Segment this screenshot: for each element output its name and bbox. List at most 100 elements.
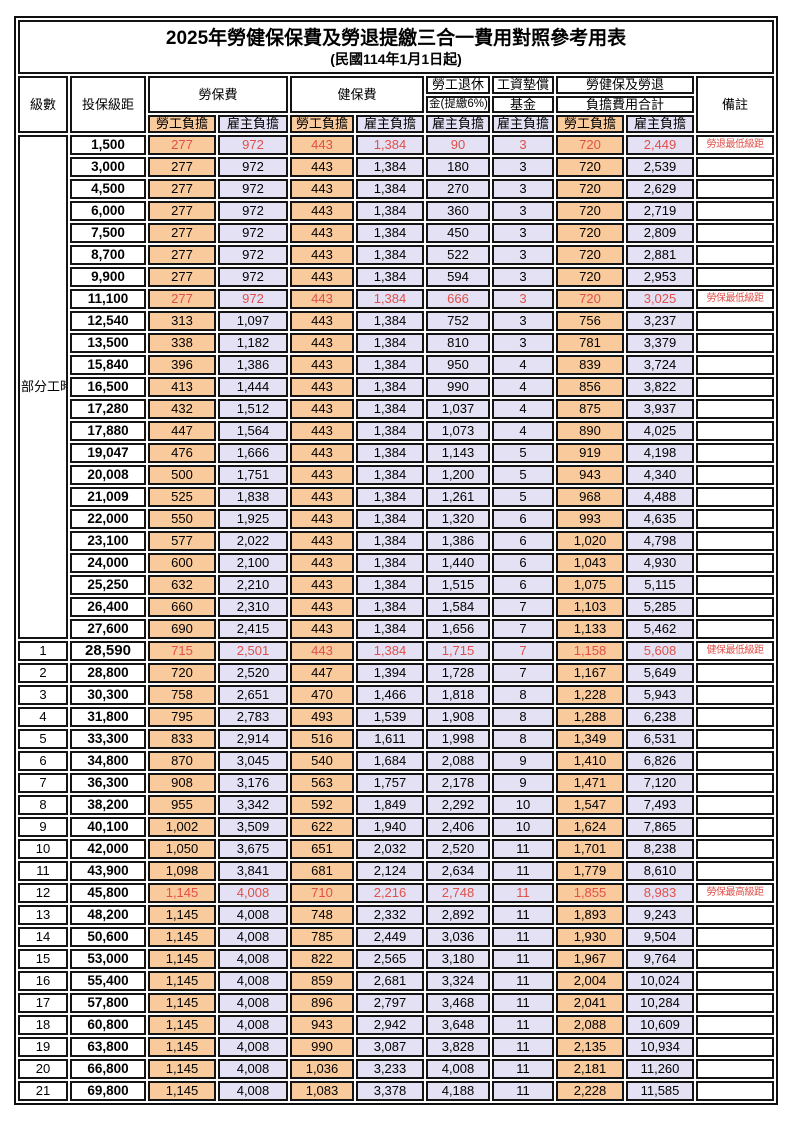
wage-fund-employer-cell: 6 [492,530,554,551]
pension-employer-cell: 1,715 [426,640,490,661]
table-row: 11,100 277 972 443 1,384 666 3 720 3,025 勞保最低級距 [18,288,775,309]
health-worker-cell: 443 [290,244,354,265]
labor-worker-cell: 1,145 [148,992,216,1013]
remark-cell [696,376,775,397]
pension-employer-cell: 2,892 [426,904,490,925]
health-worker-cell: 443 [290,310,354,331]
total-employer-cell: 9,504 [626,926,694,947]
level-cell: 5 [18,728,68,749]
labor-employer-cell: 3,342 [218,794,288,815]
pension-employer-cell: 2,088 [426,750,490,771]
health-worker-cell: 516 [290,728,354,749]
wage-fund-employer-cell: 4 [492,420,554,441]
health-employer-cell: 1,394 [356,662,424,683]
pension-employer-cell: 2,292 [426,794,490,815]
bracket-cell: 50,600 [70,926,146,947]
table-row: 12 45,800 1,145 4,008 710 2,216 2,748 11 1,855 8,… [18,882,775,903]
pension-employer-cell: 1,908 [426,706,490,727]
labor-worker-cell: 690 [148,618,216,639]
remark-cell: 勞退最低級距 [696,134,775,155]
labor-employer-cell: 1,097 [218,310,288,331]
wage-fund-employer-cell: 11 [492,1036,554,1057]
bracket-cell: 22,000 [70,508,146,529]
labor-employer-cell: 4,008 [218,904,288,925]
labor-employer-cell: 2,210 [218,574,288,595]
health-employer-cell: 1,940 [356,816,424,837]
health-worker-cell: 592 [290,794,354,815]
remark-cell [696,156,775,177]
table-row: 9 40,100 1,002 3,509 622 1,940 2,406 10 1,624 7,8… [18,816,775,837]
wage-fund-employer-cell: 6 [492,574,554,595]
pension-employer-cell: 1,728 [426,662,490,683]
total-employer-cell: 7,865 [626,816,694,837]
health-employer-cell: 1,684 [356,750,424,771]
labor-worker-cell: 413 [148,376,216,397]
remark-cell [696,1014,775,1035]
wage-fund-employer-cell: 11 [492,838,554,859]
table-row: 4 31,800 795 2,783 493 1,539 1,908 8 1,288 6,238 [18,706,775,727]
wage-fund-employer-cell: 3 [492,134,554,155]
bracket-cell: 19,047 [70,442,146,463]
wage-fund-employer-cell: 8 [492,728,554,749]
subheader-total-worker-share: 勞工負擔 [556,115,624,133]
wage-fund-employer-cell: 11 [492,1058,554,1079]
labor-worker-cell: 720 [148,662,216,683]
total-worker-cell: 1,967 [556,948,624,969]
pension-employer-cell: 180 [426,156,490,177]
health-worker-cell: 748 [290,904,354,925]
table-row: 14 50,600 1,145 4,008 785 2,449 3,036 11 1,930 9,… [18,926,775,947]
labor-worker-cell: 550 [148,508,216,529]
total-employer-cell: 3,822 [626,376,694,397]
health-employer-cell: 1,384 [356,332,424,353]
labor-employer-cell: 2,310 [218,596,288,617]
total-worker-cell: 1,020 [556,530,624,551]
labor-worker-cell: 277 [148,266,216,287]
labor-employer-cell: 4,008 [218,1058,288,1079]
labor-employer-cell: 972 [218,266,288,287]
health-worker-cell: 443 [290,178,354,199]
health-employer-cell: 2,032 [356,838,424,859]
health-employer-cell: 1,384 [356,156,424,177]
health-employer-cell: 3,233 [356,1058,424,1079]
remark-cell [696,354,775,375]
table-row: 17,280 432 1,512 443 1,384 1,037 4 875 3,937 [18,398,775,419]
table-row: 26,400 660 2,310 443 1,384 1,584 7 1,103 5,285 [18,596,775,617]
total-employer-cell: 5,649 [626,662,694,683]
labor-worker-cell: 1,145 [148,1014,216,1035]
total-employer-cell: 8,610 [626,860,694,881]
wage-fund-employer-cell: 8 [492,706,554,727]
remark-cell [696,838,775,859]
total-employer-cell: 4,340 [626,464,694,485]
total-employer-cell: 7,120 [626,772,694,793]
pension-employer-cell: 594 [426,266,490,287]
remark-cell [696,398,775,419]
wage-fund-employer-cell: 9 [492,772,554,793]
health-employer-cell: 1,384 [356,376,424,397]
bracket-cell: 6,000 [70,200,146,221]
subheader-labor-worker-share: 勞工負擔 [148,115,216,133]
health-worker-cell: 785 [290,926,354,947]
bracket-cell: 48,200 [70,904,146,925]
pension-employer-cell: 950 [426,354,490,375]
subheader-wage-fund-employer-share: 雇主負擔 [492,115,554,133]
remark-cell [696,178,775,199]
pension-employer-cell: 1,584 [426,596,490,617]
remark-cell: 勞保最高級距 [696,882,775,903]
bracket-cell: 12,540 [70,310,146,331]
labor-worker-cell: 1,050 [148,838,216,859]
labor-employer-cell: 4,008 [218,1014,288,1035]
bracket-cell: 23,100 [70,530,146,551]
wage-fund-employer-cell: 4 [492,398,554,419]
pension-employer-cell: 1,440 [426,552,490,573]
labor-employer-cell: 972 [218,156,288,177]
table-row: 16,500 413 1,444 443 1,384 990 4 856 3,822 [18,376,775,397]
bracket-cell: 27,600 [70,618,146,639]
wage-fund-employer-cell: 7 [492,640,554,661]
level-cell: 8 [18,794,68,815]
labor-employer-cell: 972 [218,200,288,221]
total-employer-cell: 10,609 [626,1014,694,1035]
total-employer-cell: 11,260 [626,1058,694,1079]
labor-employer-cell: 972 [218,134,288,155]
health-employer-cell: 1,384 [356,310,424,331]
bracket-cell: 26,400 [70,596,146,617]
